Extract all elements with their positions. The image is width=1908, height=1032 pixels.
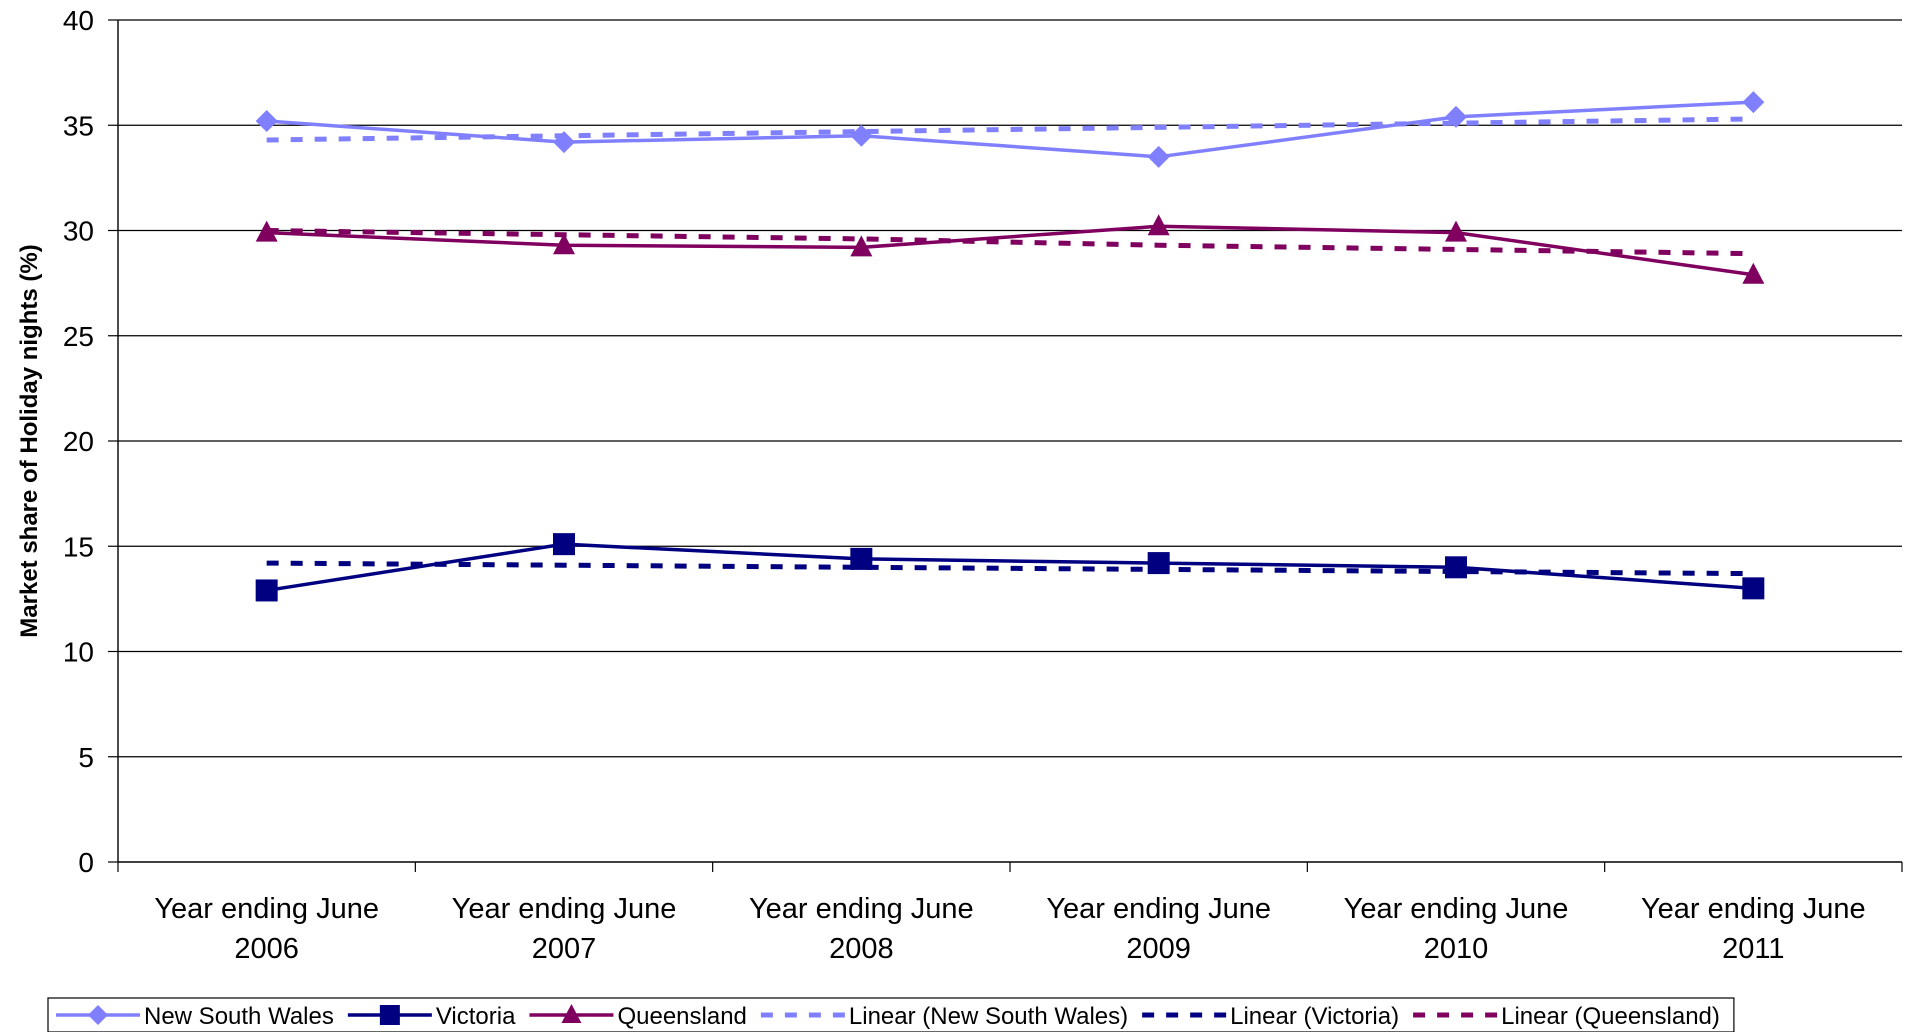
series-line	[266, 116, 1754, 143]
data-point	[850, 124, 873, 147]
data-point	[1445, 105, 1467, 128]
y-tick-label: 35	[63, 110, 94, 141]
data-point	[379, 1005, 400, 1025]
data-point	[1742, 577, 1765, 600]
data-point	[561, 1004, 582, 1023]
data-point	[553, 131, 575, 154]
data-point	[1445, 556, 1467, 579]
data-point	[1147, 214, 1170, 236]
data-point	[1742, 91, 1765, 114]
data-point	[88, 1005, 108, 1025]
legend-label: New South Wales	[144, 1003, 334, 1030]
legend-label: Linear (New South Wales)	[849, 1003, 1128, 1030]
legend-label: Queensland	[617, 1003, 746, 1030]
series-victoria	[255, 533, 1765, 602]
data-point	[255, 579, 278, 602]
legend-box	[47, 997, 1735, 1032]
series-line	[266, 228, 1754, 257]
y-tick-label: 5	[78, 742, 94, 773]
data-point	[255, 110, 278, 133]
y-tick-label: 40	[63, 5, 94, 36]
data-point	[553, 233, 575, 255]
data-point	[553, 533, 575, 556]
legend-item: Queensland	[529, 1003, 747, 1030]
series-line	[266, 224, 1754, 277]
x-tick-label: Year ending June 2008	[749, 893, 974, 965]
data-point	[1147, 552, 1170, 575]
y-tick-label: 25	[63, 321, 94, 352]
y-tick-label: 30	[63, 216, 94, 247]
legend-label: Victoria	[436, 1003, 516, 1030]
legend: New South Wales Victoria Queensland Linear …	[47, 997, 1735, 1032]
y-axis-label: Market share of Holiday nights (%)	[16, 244, 43, 637]
y-tick-label: 10	[63, 637, 94, 668]
series-line	[266, 542, 1754, 593]
data-point	[850, 235, 873, 257]
series-linear-new-south-wales	[266, 116, 1754, 143]
x-tick-label: Year ending June 2009	[1046, 893, 1271, 965]
axes: 0 5 10 15 20 25 30 35 40 Year ending June 2006 Year…	[63, 5, 1903, 965]
series-linear-queensland	[266, 228, 1754, 257]
y-tick-label: 15	[63, 531, 94, 562]
legend-item: Linear (Victoria)	[1142, 1003, 1399, 1030]
legend-item: Linear (Queensland)	[1413, 1003, 1720, 1030]
x-tick-label: Year ending June 2007	[452, 893, 677, 965]
x-tick-label: Year ending June 2010	[1344, 893, 1569, 965]
legend-label: Linear (Victoria)	[1230, 1003, 1399, 1030]
x-tick-label: Year ending June 2006	[154, 893, 379, 965]
series-line	[266, 560, 1754, 577]
legend-label: Linear (Queensland)	[1501, 1003, 1720, 1030]
x-tick-label: Year ending June 2011	[1641, 893, 1866, 965]
series-line	[266, 100, 1754, 159]
series-new-south-wales	[255, 91, 1765, 168]
data-point	[255, 220, 278, 242]
data-point	[1445, 220, 1467, 242]
data-point	[1147, 145, 1170, 168]
series-linear-victoria	[266, 560, 1754, 577]
legend-item: New South Wales	[56, 1003, 334, 1030]
series-layer	[255, 91, 1765, 602]
series-queensland	[255, 214, 1765, 284]
data-point	[1742, 262, 1765, 284]
y-tick-label: 20	[63, 426, 94, 457]
legend-item: Linear (New South Wales)	[760, 1003, 1128, 1030]
y-tick-label: 0	[78, 847, 94, 878]
data-point	[850, 547, 873, 570]
legend-item: Victoria	[347, 1003, 516, 1030]
